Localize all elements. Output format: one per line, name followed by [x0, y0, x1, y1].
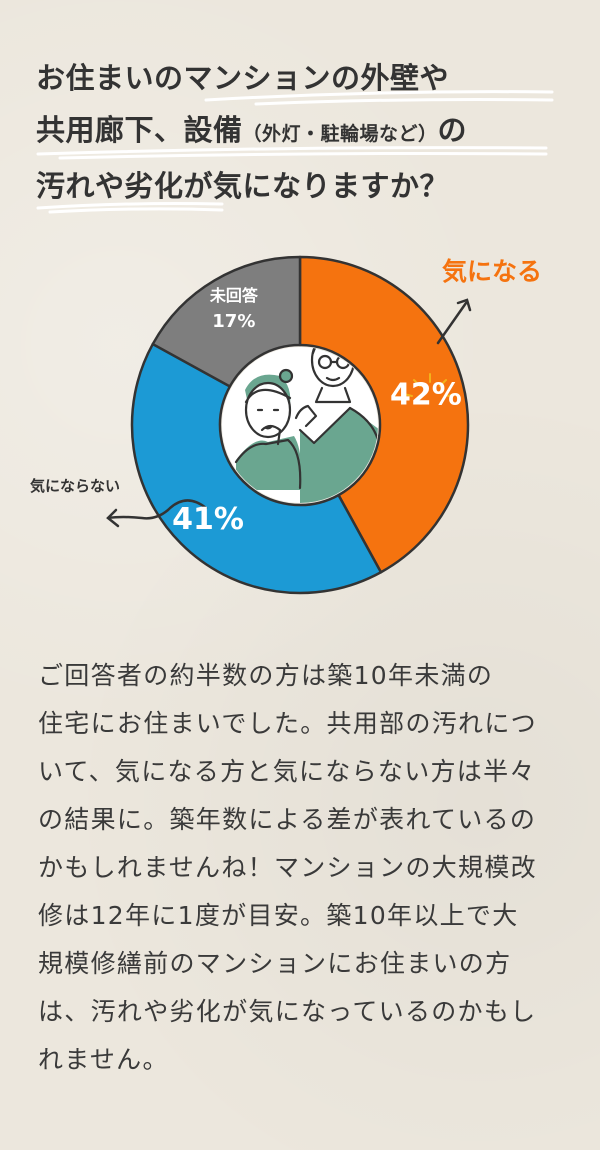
title-line-1: お住まいのマンションの外壁や: [36, 61, 450, 95]
concerned-arrow: [436, 298, 472, 345]
slice-concerned: [298, 255, 470, 574]
not-concerned-arrow: [106, 499, 208, 528]
slice-no-answer: [151, 255, 302, 388]
data-label-concerned: 42%: [390, 378, 462, 413]
sparkle-icon: [403, 373, 457, 397]
people-illustration: [234, 347, 378, 503]
data-label-no-answer: 未回答 17%: [209, 286, 259, 332]
donut-chart: 気になる 気にならない 42% 41% 未回答 17%: [30, 255, 542, 595]
data-label-not-concerned: 41%: [172, 502, 244, 537]
title-line-2-end: の: [437, 113, 468, 147]
legend-concerned: 気になる: [442, 257, 542, 286]
legend-not-concerned: 気にならない: [30, 477, 120, 495]
body-paragraph: ご回答者の約半数の方は築10年未満の 住宅にお住まいでした。共用部の汚れにつ い…: [38, 661, 537, 1074]
label-no-answer-value: 17%: [212, 311, 255, 332]
chart-labels: 42% 41% 未回答 17%: [172, 286, 462, 537]
chart-slices: [130, 255, 470, 595]
title-line-2: 共用廊下、設備（外灯・駐輪場など）の: [36, 104, 576, 160]
title-line-3: 汚れや劣化が気になりますか？: [36, 169, 450, 203]
page-title: お住まいのマンションの外壁や 共用廊下、設備（外灯・駐輪場など）の 汚れや劣化が…: [36, 52, 576, 212]
title-line-2-main: 共用廊下、設備: [36, 113, 243, 147]
label-no-answer-name: 未回答: [209, 286, 259, 305]
title-line-2-paren: （外灯・駐輪場など）: [242, 123, 438, 145]
slice-not-concerned: [130, 342, 383, 595]
